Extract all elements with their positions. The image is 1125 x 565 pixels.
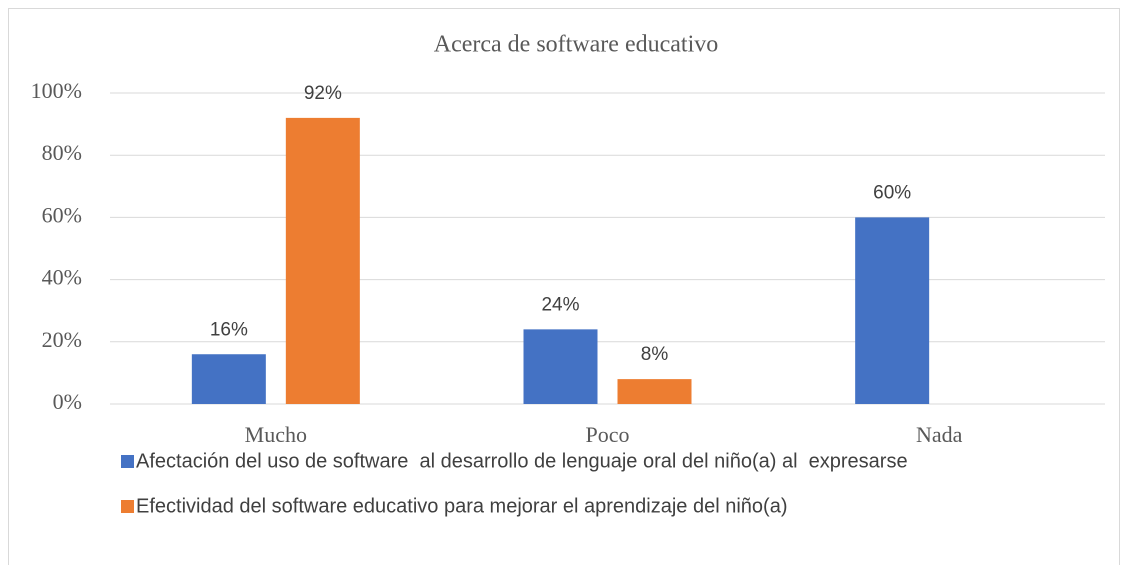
- data-label: 16%: [210, 319, 248, 340]
- data-label: 60%: [873, 182, 911, 203]
- x-tick-label: Poco: [586, 422, 630, 447]
- x-tick-label: Mucho: [245, 422, 307, 447]
- bar: [191, 354, 266, 404]
- x-tick-label: Nada: [916, 422, 963, 447]
- y-tick-label: 60%: [42, 202, 82, 227]
- bar: [855, 217, 930, 404]
- legend-swatch: [121, 500, 134, 513]
- chart-border: [8, 8, 1120, 565]
- y-tick-label: 40%: [42, 265, 82, 290]
- bar: [285, 117, 360, 404]
- legend-swatch: [121, 455, 134, 468]
- y-tick-label: 0%: [53, 389, 82, 414]
- legend-label: Afectación del uso de software al desarr…: [136, 450, 908, 472]
- y-tick-label: 80%: [42, 140, 82, 165]
- data-label: 92%: [304, 83, 342, 104]
- data-label: 24%: [541, 294, 579, 315]
- bar: [617, 379, 692, 404]
- y-tick-label: 100%: [31, 78, 82, 103]
- y-tick-label: 20%: [42, 327, 82, 352]
- chart-title: Acerca de software educativo: [434, 32, 719, 58]
- bar: [523, 329, 598, 404]
- data-label: 8%: [641, 344, 669, 365]
- legend-label: Efectividad del software educativo para …: [136, 495, 787, 517]
